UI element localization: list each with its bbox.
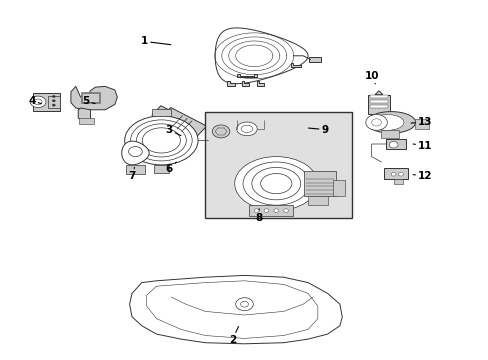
Text: 2: 2 <box>228 327 238 345</box>
Polygon shape <box>242 81 249 86</box>
Circle shape <box>273 209 278 212</box>
Circle shape <box>34 99 42 105</box>
Ellipse shape <box>241 125 252 132</box>
Circle shape <box>388 141 397 148</box>
Circle shape <box>52 104 55 106</box>
Bar <box>369 105 387 108</box>
Circle shape <box>390 172 395 176</box>
Bar <box>154 165 168 173</box>
Circle shape <box>398 172 403 176</box>
Ellipse shape <box>370 114 403 130</box>
Text: 12: 12 <box>412 171 432 181</box>
Circle shape <box>240 301 248 307</box>
Ellipse shape <box>124 116 198 165</box>
Bar <box>81 92 100 103</box>
Circle shape <box>212 125 229 138</box>
Bar <box>369 95 387 98</box>
Polygon shape <box>374 91 382 95</box>
Polygon shape <box>78 108 90 120</box>
Polygon shape <box>290 63 300 67</box>
Bar <box>125 165 145 174</box>
Text: 10: 10 <box>364 71 378 84</box>
Polygon shape <box>129 275 342 344</box>
Text: 4: 4 <box>28 96 41 106</box>
Bar <box>33 93 60 111</box>
Circle shape <box>365 114 386 130</box>
Circle shape <box>52 100 55 102</box>
Bar <box>308 57 321 62</box>
Bar <box>307 196 327 205</box>
Bar <box>205 112 351 218</box>
Text: 8: 8 <box>255 209 262 223</box>
Bar <box>381 130 398 138</box>
Polygon shape <box>160 108 206 137</box>
Bar <box>304 171 335 196</box>
Polygon shape <box>256 81 264 86</box>
Circle shape <box>283 209 288 212</box>
Ellipse shape <box>366 112 415 133</box>
Circle shape <box>52 95 55 98</box>
Bar <box>383 168 407 179</box>
Bar <box>386 139 405 149</box>
Bar <box>79 118 94 124</box>
Ellipse shape <box>234 157 317 211</box>
Text: 9: 9 <box>308 125 328 135</box>
Text: 7: 7 <box>128 167 136 181</box>
Bar <box>48 96 60 108</box>
Circle shape <box>235 298 253 311</box>
Bar <box>371 114 386 120</box>
Circle shape <box>371 119 381 126</box>
Polygon shape <box>71 86 117 110</box>
Circle shape <box>30 96 46 108</box>
Text: 6: 6 <box>165 162 176 174</box>
Text: 5: 5 <box>82 96 95 106</box>
Polygon shape <box>215 28 307 84</box>
Circle shape <box>128 147 142 157</box>
Ellipse shape <box>243 162 309 205</box>
Bar <box>82 93 99 102</box>
Bar <box>206 137 216 144</box>
Text: 3: 3 <box>165 125 181 136</box>
Circle shape <box>254 209 259 212</box>
Ellipse shape <box>236 122 257 136</box>
Polygon shape <box>152 106 170 120</box>
Bar <box>369 100 387 103</box>
Bar <box>414 119 428 129</box>
Bar <box>249 205 293 216</box>
Ellipse shape <box>260 174 291 194</box>
Text: 13: 13 <box>410 117 432 127</box>
Bar <box>151 109 171 116</box>
Text: 1: 1 <box>141 36 170 46</box>
Ellipse shape <box>251 167 300 200</box>
Text: 11: 11 <box>412 141 432 151</box>
Polygon shape <box>227 81 234 86</box>
Bar <box>367 95 389 114</box>
Bar <box>332 180 344 196</box>
Polygon shape <box>237 74 256 77</box>
Polygon shape <box>122 141 149 165</box>
Circle shape <box>264 209 268 212</box>
Bar <box>393 179 403 184</box>
